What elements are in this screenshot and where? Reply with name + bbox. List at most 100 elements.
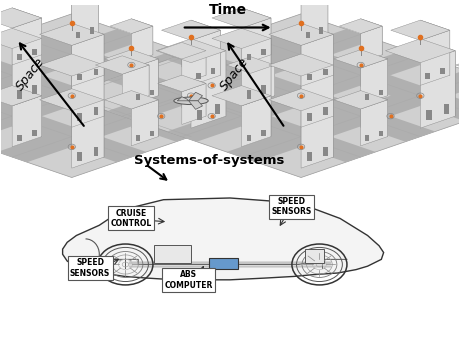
Polygon shape <box>181 75 206 116</box>
Polygon shape <box>274 0 327 3</box>
Bar <box>322 108 327 115</box>
Polygon shape <box>131 19 152 55</box>
Polygon shape <box>420 30 449 85</box>
Bar <box>306 152 311 161</box>
Polygon shape <box>226 70 459 162</box>
Polygon shape <box>156 39 225 63</box>
Bar <box>306 113 311 121</box>
Polygon shape <box>72 89 104 157</box>
Polygon shape <box>12 18 42 65</box>
Polygon shape <box>190 30 220 85</box>
Polygon shape <box>212 28 270 49</box>
Polygon shape <box>72 65 104 127</box>
Polygon shape <box>39 89 104 111</box>
Polygon shape <box>72 23 104 75</box>
Bar <box>149 90 153 95</box>
Polygon shape <box>301 89 333 157</box>
Polygon shape <box>188 92 202 101</box>
Polygon shape <box>385 39 454 63</box>
Polygon shape <box>0 29 265 121</box>
Bar <box>17 54 22 60</box>
Polygon shape <box>0 28 42 49</box>
Polygon shape <box>301 23 333 75</box>
Polygon shape <box>420 51 454 128</box>
Polygon shape <box>157 42 206 59</box>
FancyBboxPatch shape <box>305 249 324 263</box>
Polygon shape <box>181 51 206 84</box>
Polygon shape <box>360 50 386 96</box>
Polygon shape <box>360 26 381 62</box>
Bar <box>32 49 36 54</box>
Polygon shape <box>12 28 42 96</box>
Polygon shape <box>212 86 270 106</box>
Polygon shape <box>0 8 42 28</box>
Bar <box>32 85 36 94</box>
Polygon shape <box>0 70 265 162</box>
Polygon shape <box>241 18 270 65</box>
Text: Space: Space <box>14 54 47 93</box>
Polygon shape <box>104 91 158 109</box>
Polygon shape <box>131 50 158 96</box>
Polygon shape <box>72 0 98 34</box>
Polygon shape <box>72 0 98 43</box>
Polygon shape <box>420 39 454 116</box>
Polygon shape <box>12 39 42 106</box>
Polygon shape <box>62 14 459 178</box>
Polygon shape <box>301 34 333 86</box>
Polygon shape <box>250 65 274 104</box>
Polygon shape <box>301 65 333 127</box>
Text: Systems-of-systems: Systems-of-systems <box>134 154 284 167</box>
Polygon shape <box>241 96 270 147</box>
Polygon shape <box>39 54 104 76</box>
Polygon shape <box>301 0 327 34</box>
Polygon shape <box>72 34 104 86</box>
Polygon shape <box>241 86 270 137</box>
Bar <box>378 130 382 136</box>
Bar <box>93 108 98 115</box>
Bar <box>211 68 215 74</box>
Polygon shape <box>269 54 333 76</box>
Bar <box>443 104 448 114</box>
Polygon shape <box>72 54 104 116</box>
Bar <box>246 54 251 60</box>
Polygon shape <box>241 8 270 55</box>
Bar <box>261 130 265 136</box>
Polygon shape <box>177 97 188 101</box>
Polygon shape <box>333 91 386 109</box>
Polygon shape <box>161 20 220 40</box>
Bar <box>439 68 444 74</box>
Polygon shape <box>269 23 333 45</box>
Polygon shape <box>12 86 42 137</box>
Polygon shape <box>45 0 98 3</box>
Polygon shape <box>420 20 449 75</box>
Bar <box>77 152 82 161</box>
Polygon shape <box>110 19 152 34</box>
FancyBboxPatch shape <box>154 245 191 263</box>
Polygon shape <box>95 56 149 74</box>
Polygon shape <box>241 28 270 96</box>
Polygon shape <box>12 8 42 55</box>
Bar <box>76 32 80 38</box>
Bar <box>77 74 82 81</box>
Polygon shape <box>190 20 220 75</box>
Bar <box>246 91 251 99</box>
Polygon shape <box>122 56 149 96</box>
Bar <box>90 27 94 34</box>
FancyBboxPatch shape <box>208 258 238 269</box>
Polygon shape <box>72 100 104 168</box>
Ellipse shape <box>174 97 208 104</box>
Polygon shape <box>360 100 386 146</box>
Bar <box>425 110 431 120</box>
Polygon shape <box>360 19 381 55</box>
Text: SPEED
SENSORS: SPEED SENSORS <box>70 258 110 278</box>
Polygon shape <box>212 8 270 28</box>
Polygon shape <box>333 50 386 68</box>
Polygon shape <box>269 89 333 111</box>
Polygon shape <box>241 39 270 106</box>
Bar <box>364 94 369 100</box>
Bar <box>378 90 382 95</box>
Polygon shape <box>360 59 386 105</box>
Text: ABS
COMPUTER: ABS COMPUTER <box>164 270 213 289</box>
Polygon shape <box>0 70 146 162</box>
Polygon shape <box>122 65 149 105</box>
